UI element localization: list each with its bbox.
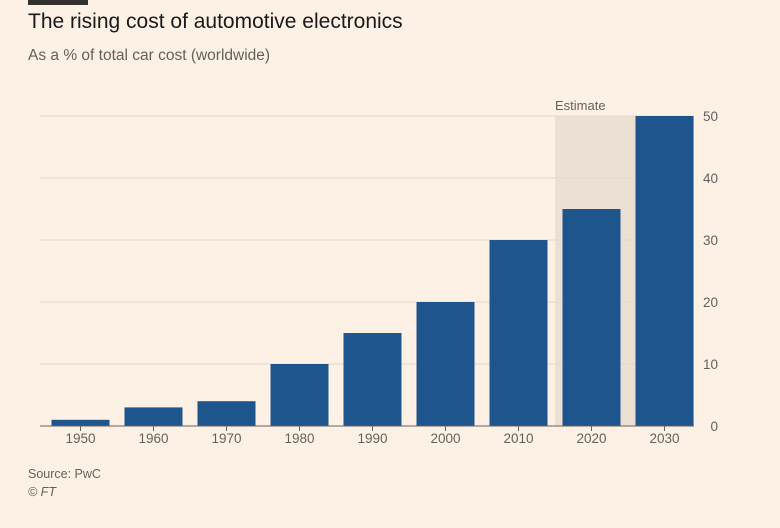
bar <box>270 364 329 426</box>
estimate-label: Estimate <box>555 98 606 113</box>
y-tick-label: 50 <box>703 109 718 124</box>
chart-title: The rising cost of automotive electronic… <box>28 10 403 33</box>
x-tick-label: 1950 <box>65 431 95 446</box>
top-rule <box>28 0 88 5</box>
x-tick-label: 2010 <box>503 431 533 446</box>
bar <box>635 116 694 426</box>
chart-subtitle: As a % of total car cost (worldwide) <box>28 47 271 64</box>
x-tick-label: 2020 <box>576 431 606 446</box>
bar <box>124 407 183 426</box>
bar <box>562 209 621 426</box>
x-tick-label: 2000 <box>430 431 460 446</box>
bar <box>197 401 256 426</box>
x-tick-label: 1980 <box>284 431 314 446</box>
copyright-note: © FT <box>28 485 56 499</box>
bar <box>489 240 548 426</box>
bar <box>416 302 475 426</box>
x-tick-label: 1990 <box>357 431 387 446</box>
y-tick-label: 10 <box>703 357 718 372</box>
y-tick-label: 40 <box>703 171 718 186</box>
x-tick-label: 2030 <box>649 431 679 446</box>
y-tick-label: 20 <box>703 295 718 310</box>
bar <box>51 419 110 426</box>
bar <box>343 333 402 426</box>
x-tick-label: 1960 <box>138 431 168 446</box>
x-tick-label: 1970 <box>211 431 241 446</box>
y-tick-label: 0 <box>710 419 718 434</box>
source-note: Source: PwC <box>28 467 101 481</box>
y-tick-label: 30 <box>703 233 718 248</box>
